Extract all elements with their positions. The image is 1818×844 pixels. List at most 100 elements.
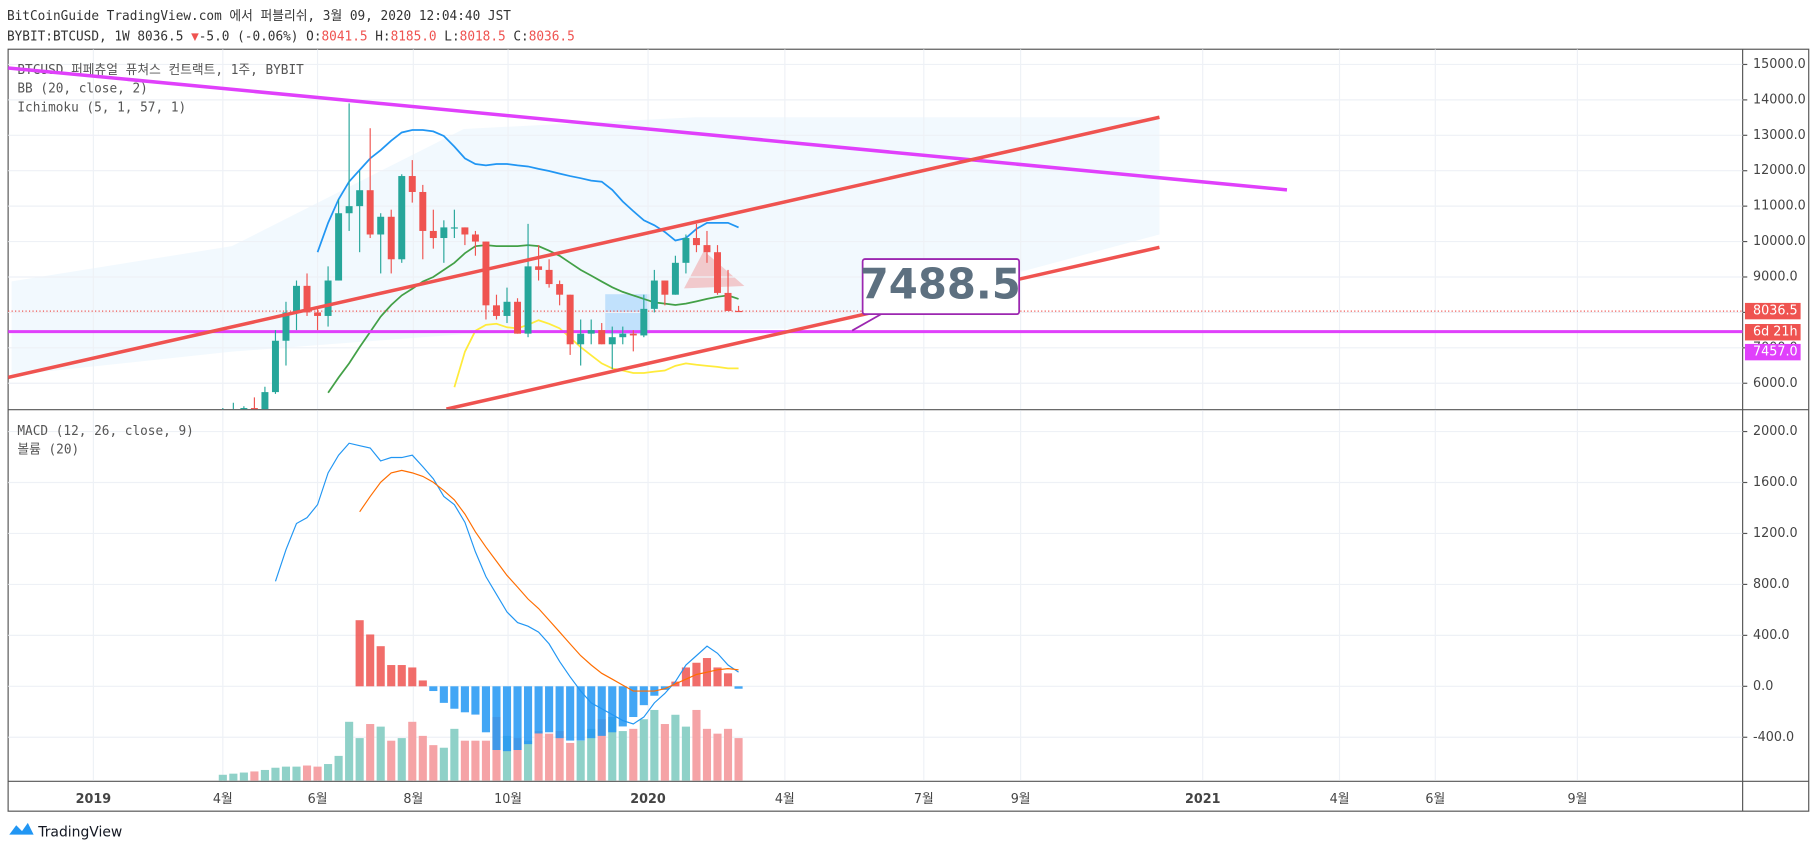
symbol: BYBIT:BTCUSD, 1W 8036.5: [7, 29, 183, 44]
x-tick-label: 4월: [1330, 792, 1350, 807]
candle-body: [671, 262, 679, 295]
ohlc-value: 8185.0: [391, 29, 437, 44]
volume-bar: [566, 742, 575, 781]
frame: [7, 48, 1810, 812]
candle-body: [377, 216, 385, 235]
candle-body: [661, 280, 669, 295]
volume-bar: [218, 774, 227, 781]
price-tag: [1744, 302, 1801, 320]
volume-bar: [629, 728, 638, 781]
ohlc-value: 8041.5: [322, 29, 368, 44]
price-pane: [8, 49, 1743, 417]
pane-title: BTCUSD 퍼페츄얼 퓨쳐스 컨트랙트, 1주, BYBIT: [17, 63, 304, 78]
header-quote: BYBIT:BTCUSD, 1W 8036.5 ▼-5.0 (-0.06%) O…: [7, 29, 575, 44]
volume-bar: [250, 771, 259, 781]
candle-body: [324, 280, 332, 316]
candle-body: [335, 213, 343, 281]
histogram-bar: [534, 686, 543, 734]
candle-body: [735, 310, 743, 313]
ohlc-key: L:: [444, 29, 459, 44]
y-tick-label: 12000.0: [1753, 163, 1806, 178]
y-tick-label: 9000.0: [1753, 269, 1798, 284]
histogram-bar: [450, 686, 459, 709]
histogram-bar: [681, 667, 690, 687]
candle-body: [250, 408, 258, 410]
volume-bar: [450, 728, 459, 781]
candle-body: [587, 330, 595, 334]
histogram-bar: [439, 686, 448, 703]
candle-body: [461, 227, 469, 235]
volume-bar: [660, 724, 669, 781]
candle-body: [419, 191, 427, 231]
x-tick-label: 9월: [1567, 792, 1587, 807]
volume-bar: [723, 728, 733, 781]
candle-body: [682, 238, 690, 263]
histogram-bar: [481, 686, 491, 733]
volume-bar: [734, 738, 743, 781]
x-tick-label: 10월: [494, 792, 522, 807]
volume-bar: [313, 766, 322, 781]
ohlc-key: H:: [375, 29, 390, 44]
indicator-label: Ichimoku (5, 1, 57, 1): [17, 100, 186, 115]
y-tick-label: -400.0: [1753, 730, 1794, 745]
volume-bar: [460, 740, 469, 781]
candle-body: [535, 266, 543, 270]
candle-body: [514, 301, 522, 334]
volume-bar: [418, 735, 427, 781]
candle-body: [556, 284, 564, 295]
volume-bar: [639, 719, 648, 781]
logo: [9, 822, 34, 835]
y-tick-label: 800.0: [1753, 577, 1789, 592]
callout-pointer: [851, 313, 882, 332]
candle-body: [545, 269, 553, 285]
volume-bar: [471, 740, 480, 781]
volume-bar: [713, 733, 722, 781]
drawings: 7488.5: [8, 66, 1288, 410]
candle-body: [293, 285, 300, 313]
volume-bar: [545, 733, 554, 781]
volume-bar: [671, 714, 680, 781]
y-tick-label: 15000.0: [1753, 57, 1806, 72]
candle-body: [230, 413, 237, 417]
candle-body: [577, 333, 585, 345]
x-tick-label: 6월: [1425, 792, 1445, 807]
x-tick-label: 9월: [1011, 792, 1031, 807]
histogram-bar: [502, 686, 512, 752]
macd-pane: [8, 410, 1743, 781]
y-tick-label: 1600.0: [1753, 475, 1798, 490]
candle-body: [629, 333, 637, 336]
price-tag: [1744, 343, 1801, 361]
histogram-bar: [734, 686, 743, 689]
histogram-bar: [523, 686, 533, 745]
footer-brand: TradingView: [37, 824, 122, 840]
volume-bar: [281, 766, 291, 781]
candle-body: [314, 312, 322, 316]
histogram-bar: [566, 686, 575, 741]
volume-bar: [408, 721, 417, 781]
x-tick-label: 2020: [630, 792, 666, 807]
y-tick-label: 0.0: [1753, 679, 1773, 694]
histogram-bar: [418, 680, 427, 687]
candle-body: [271, 340, 279, 393]
axes: 2019 4월 6월 8월 10월 2020 4월 7월 9월 2021 4월 6월 9월 15000.0…: [76, 57, 1806, 807]
volume-bar: [513, 738, 522, 781]
callout-box: [861, 258, 1021, 316]
y-tick-label: 10000.0: [1753, 234, 1806, 249]
header-title: BitCoinGuide TradingView.com 에서 퍼블리쉬, 3월…: [7, 9, 511, 24]
histogram-bar: [429, 686, 438, 692]
histogram-bar: [492, 686, 501, 751]
candle-body: [650, 280, 658, 309]
candle-body: [714, 252, 721, 293]
volume-bar: [429, 745, 438, 781]
candle-body: [503, 301, 511, 316]
candle-body: [398, 176, 406, 260]
candle-body: [619, 333, 627, 338]
volume-bar: [376, 726, 385, 781]
candle-body: [408, 176, 416, 192]
histogram-bar: [545, 686, 554, 733]
volume-bar: [576, 740, 585, 781]
pane-title: MACD (12, 26, close, 9): [17, 424, 193, 439]
volume-bar: [702, 728, 712, 781]
volume-bar: [597, 719, 606, 781]
candle-body: [598, 330, 606, 345]
